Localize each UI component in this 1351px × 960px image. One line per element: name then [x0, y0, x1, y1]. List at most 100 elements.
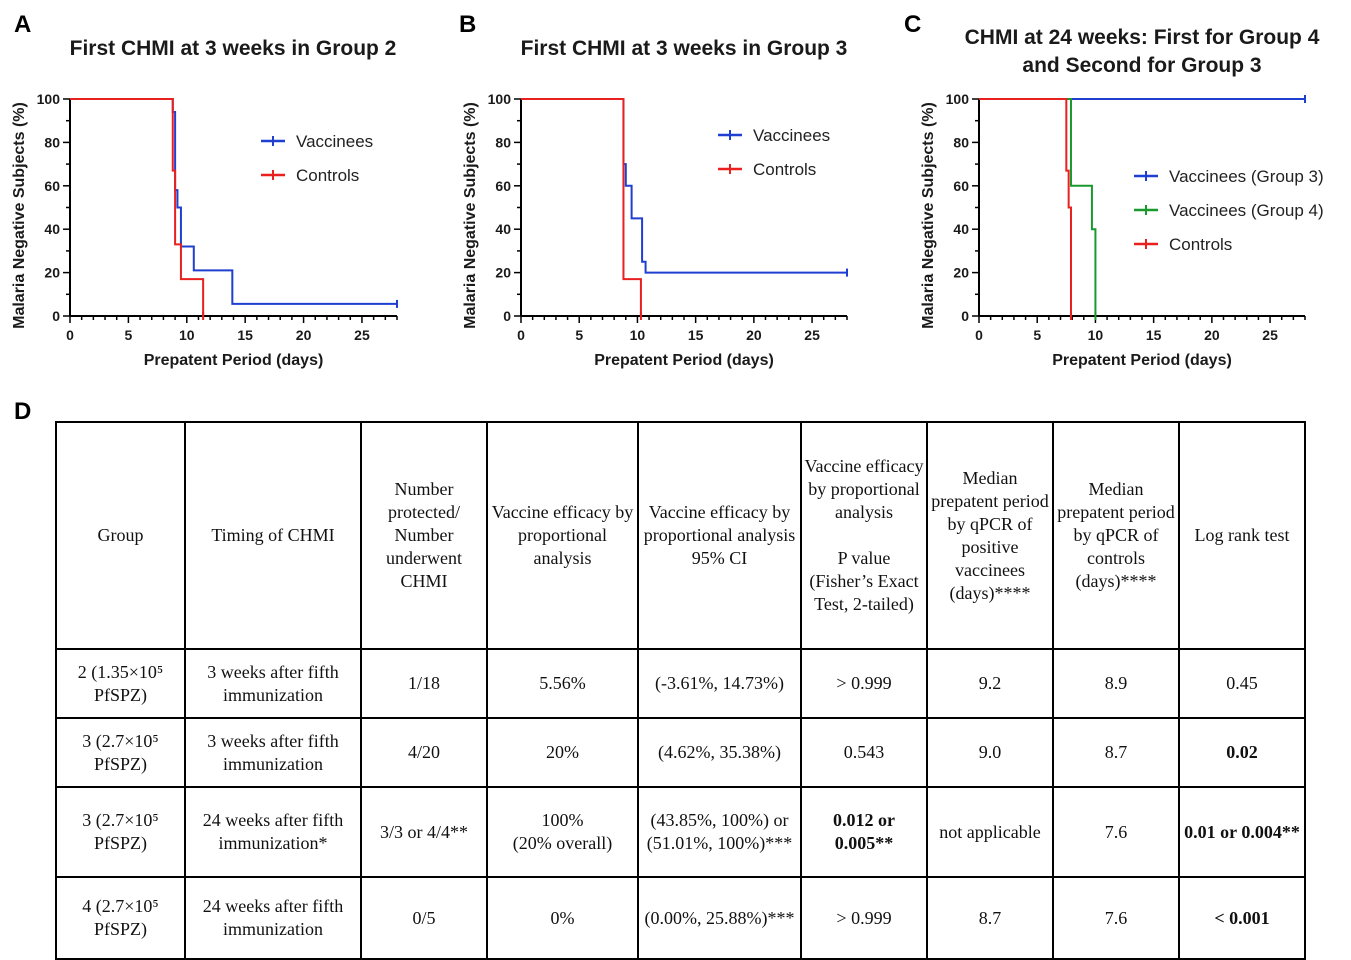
- x-tick-label: 25: [1262, 327, 1278, 343]
- chart-title: and Second for Group 3: [1022, 54, 1261, 77]
- cell-ci: (43.85%, 100%) or (51.01%, 100%)***: [637, 786, 802, 878]
- x-tick-label: 10: [179, 327, 195, 343]
- cell-p-value: 0.012 or 0.005**: [800, 786, 928, 878]
- cell-median-controls: 8.9: [1052, 648, 1180, 719]
- y-tick-label: 100: [488, 91, 512, 107]
- legend-label: Controls: [753, 160, 816, 179]
- x-tick-label: 10: [630, 327, 646, 343]
- series-line: [70, 98, 205, 316]
- panel-letter-d: D: [14, 398, 32, 425]
- cell-median-vaccinees: 8.7: [926, 876, 1054, 960]
- y-tick-label: 80: [953, 134, 969, 150]
- cell-timing: 24 weeks after fifth immunization*: [184, 786, 362, 878]
- cell-group: 4 (2.7×10⁵ PfSPZ): [55, 876, 186, 960]
- cell-timing: 3 weeks after fifth immunization: [184, 648, 362, 719]
- y-tick-label: 0: [961, 308, 969, 324]
- chart-title: First CHMI at 3 weeks in Group 2: [70, 37, 397, 60]
- x-tick-label: 10: [1088, 327, 1104, 343]
- panel-letter: B: [459, 11, 476, 38]
- cell-ci: (4.62%, 35.38%): [637, 717, 802, 788]
- x-tick-label: 25: [354, 327, 370, 343]
- cell-p-value: 0.543: [800, 717, 928, 788]
- cell-protected: 4/20: [360, 717, 488, 788]
- cell-median-vaccinees: 9.2: [926, 648, 1054, 719]
- x-tick-label: 20: [296, 327, 312, 343]
- y-axis-label: Malaria Negative Subjects (%): [11, 102, 28, 329]
- x-tick-label: 0: [66, 327, 74, 343]
- header-median-controls: Median prepatent period by qPCR of contr…: [1052, 421, 1180, 650]
- cell-log-rank: 0.02: [1178, 717, 1306, 788]
- cell-group: 3 (2.7×10⁵ PfSPZ): [55, 717, 186, 788]
- x-tick-label: 15: [237, 327, 253, 343]
- legend-label: Vaccinees: [296, 132, 373, 151]
- cell-timing: 24 weeks after fifth immunization: [184, 876, 362, 960]
- header-protected: Number protected/ Number underwent CHMI: [360, 421, 488, 650]
- series-line: [521, 98, 642, 316]
- cell-efficacy: 5.56%: [486, 648, 639, 719]
- header-median-vaccinees: Median prepatent period by qPCR of posit…: [926, 421, 1054, 650]
- y-axis-label: Malaria Negative Subjects (%): [920, 102, 937, 329]
- x-tick-label: 5: [575, 327, 583, 343]
- cell-ci: (0.00%, 25.88%)***: [637, 876, 802, 960]
- header-ci: Vaccine efficacy by proportional analysi…: [637, 421, 802, 650]
- y-tick-label: 60: [495, 178, 511, 194]
- x-tick-label: 15: [688, 327, 704, 343]
- chart-title: First CHMI at 3 weeks in Group 3: [521, 37, 848, 60]
- panel-letter: A: [14, 11, 31, 38]
- cell-log-rank: 0.01 or 0.004**: [1178, 786, 1306, 878]
- header-timing: Timing of CHMI: [184, 421, 362, 650]
- legend-label: Vaccinees (Group 3): [1169, 167, 1324, 186]
- y-axis-label: Malaria Negative Subjects (%): [462, 102, 479, 329]
- table-header-row: Group Timing of CHMI Number protected/ N…: [55, 421, 1306, 650]
- header-efficacy: Vaccine efficacy by proportional analysi…: [486, 421, 639, 650]
- cell-efficacy: 100% (20% overall): [486, 786, 639, 878]
- cell-median-controls: 8.7: [1052, 717, 1180, 788]
- cell-median-vaccinees: not applicable: [926, 786, 1054, 878]
- y-tick-label: 20: [495, 265, 511, 281]
- legend-label: Controls: [296, 166, 359, 185]
- x-tick-label: 20: [1204, 327, 1220, 343]
- chart-title: CHMI at 24 weeks: First for Group 4: [965, 26, 1320, 49]
- y-tick-label: 20: [953, 265, 969, 281]
- cell-efficacy: 20%: [486, 717, 639, 788]
- y-tick-label: 100: [946, 91, 970, 107]
- y-tick-label: 100: [37, 91, 61, 107]
- x-axis-label: Prepatent Period (days): [1052, 352, 1232, 369]
- cell-efficacy: 0%: [486, 876, 639, 960]
- efficacy-table: Group Timing of CHMI Number protected/ N…: [55, 421, 1306, 960]
- x-tick-label: 0: [975, 327, 983, 343]
- cell-timing: 3 weeks after fifth immunization: [184, 717, 362, 788]
- y-tick-label: 40: [495, 221, 511, 237]
- y-tick-label: 60: [953, 178, 969, 194]
- legend-label: Controls: [1169, 235, 1232, 254]
- x-tick-label: 5: [1033, 327, 1041, 343]
- cell-p-value: > 0.999: [800, 876, 928, 960]
- header-p-value: Vaccine efficacy by proportional analysi…: [800, 421, 928, 650]
- y-tick-label: 40: [953, 221, 969, 237]
- series-line: [979, 98, 1097, 316]
- efficacy-table-container: Group Timing of CHMI Number protected/ N…: [55, 421, 1306, 960]
- panel-letter: C: [904, 11, 921, 38]
- cell-ci: (-3.61%, 14.73%): [637, 648, 802, 719]
- x-tick-label: 15: [1146, 327, 1162, 343]
- cell-group: 2 (1.35×10⁵ PfSPZ): [55, 648, 186, 719]
- table-row: 2 (1.35×10⁵ PfSPZ) 3 weeks after fifth i…: [55, 648, 1306, 719]
- cell-median-controls: 7.6: [1052, 786, 1180, 878]
- series-line: [70, 98, 397, 305]
- y-tick-label: 0: [503, 308, 511, 324]
- cell-log-rank: < 0.001: [1178, 876, 1306, 960]
- y-tick-label: 80: [44, 134, 60, 150]
- y-tick-label: 40: [44, 221, 60, 237]
- x-axis-label: Prepatent Period (days): [144, 352, 324, 369]
- header-log-rank: Log rank test: [1178, 421, 1306, 650]
- y-tick-label: 20: [44, 265, 60, 281]
- table-row: 4 (2.7×10⁵ PfSPZ) 24 weeks after fifth i…: [55, 876, 1306, 960]
- y-tick-label: 0: [52, 308, 60, 324]
- table-row: 3 (2.7×10⁵ PfSPZ) 24 weeks after fifth i…: [55, 786, 1306, 878]
- cell-median-controls: 7.6: [1052, 876, 1180, 960]
- cell-group: 3 (2.7×10⁵ PfSPZ): [55, 786, 186, 878]
- cell-median-vaccinees: 9.0: [926, 717, 1054, 788]
- cell-protected: 0/5: [360, 876, 488, 960]
- km-charts: A First CHMI at 3 weeks in Group 2 0 5 10 15 2…: [11, 11, 1324, 369]
- series-line: [979, 98, 1072, 316]
